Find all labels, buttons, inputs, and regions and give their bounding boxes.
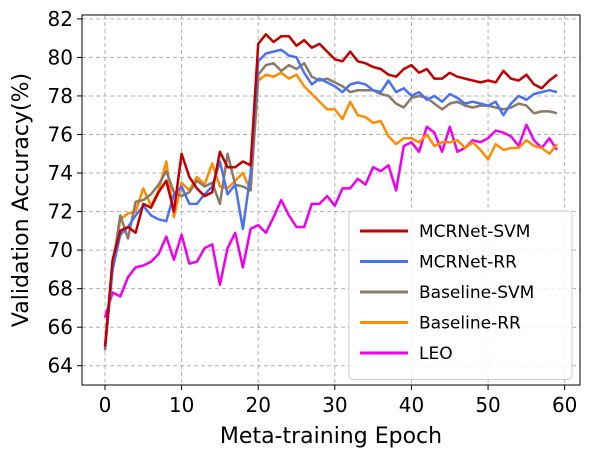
series-line-mcrnet-rr — [103, 48, 558, 349]
y-tick-label: 66 — [48, 315, 73, 339]
y-tick-label: 70 — [48, 238, 73, 262]
y-axis-label: Validation Accuracy(%) — [9, 73, 34, 327]
plot-frame — [81, 14, 581, 386]
y-tick-label: 74 — [48, 161, 73, 185]
legend-label-baseline-svm: Baseline-SVM — [419, 283, 534, 303]
y-tick-label: 72 — [48, 200, 73, 224]
y-tick-label: 64 — [48, 354, 73, 378]
legend-label-leo: LEO — [419, 344, 453, 364]
y-tick-label: 76 — [48, 122, 73, 146]
x-axis-ticks: 0 10 20 30 40 50 60 — [99, 385, 577, 417]
legend-box — [348, 210, 573, 380]
series-layer — [103, 33, 559, 351]
x-tick-label: 60 — [552, 393, 577, 417]
legend-label-baseline-rr: Baseline-RR — [419, 314, 521, 334]
series-line-mcrnet-svm — [103, 33, 558, 347]
legend: MCRNet-SVM MCRNet-RR Baseline-SVM Baseline-… — [348, 210, 573, 380]
y-tick-label: 68 — [48, 277, 73, 301]
x-tick-label: 0 — [99, 393, 112, 417]
x-tick-label: 40 — [399, 393, 424, 417]
x-tick-label: 20 — [245, 393, 270, 417]
x-tick-label: 50 — [475, 393, 500, 417]
legend-label-mcrnet-svm: MCRNet-SVM — [419, 222, 530, 242]
y-tick-label: 80 — [48, 45, 73, 69]
legend-label-mcrnet-rr: MCRNet-RR — [419, 253, 517, 273]
series-line-leo — [103, 123, 559, 318]
x-tick-label: 30 — [322, 393, 347, 417]
series-line-baseline-svm — [103, 61, 558, 351]
y-tick-label: 82 — [48, 7, 73, 31]
y-tick-label: 78 — [48, 84, 73, 108]
y-axis-ticks: 64 66 68 70 72 74 76 78 80 82 — [48, 7, 82, 378]
x-tick-label: 10 — [169, 393, 194, 417]
x-axis-label: Meta-training Epoch — [220, 424, 442, 449]
